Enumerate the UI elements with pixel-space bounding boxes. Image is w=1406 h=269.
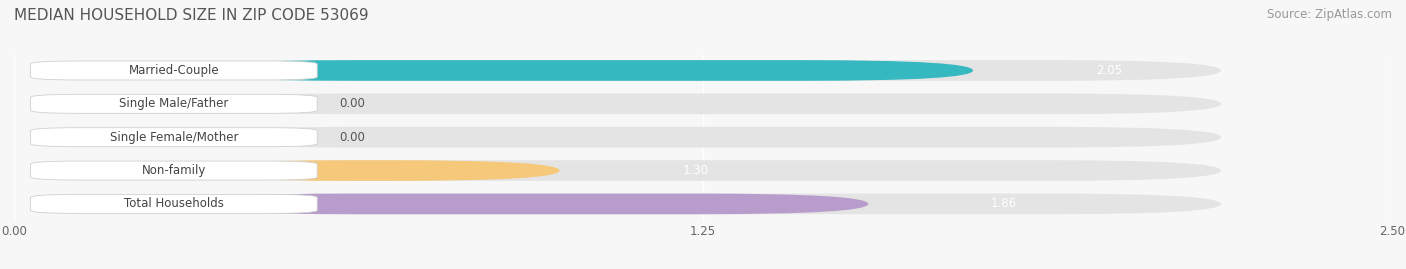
Text: Single Male/Father: Single Male/Father	[120, 97, 229, 110]
FancyBboxPatch shape	[186, 160, 560, 181]
Text: 1.86: 1.86	[991, 197, 1017, 210]
Text: 2.05: 2.05	[1095, 64, 1122, 77]
Text: 1.30: 1.30	[682, 164, 709, 177]
FancyBboxPatch shape	[186, 194, 1220, 214]
FancyBboxPatch shape	[186, 94, 1220, 114]
Text: MEDIAN HOUSEHOLD SIZE IN ZIP CODE 53069: MEDIAN HOUSEHOLD SIZE IN ZIP CODE 53069	[14, 8, 368, 23]
FancyBboxPatch shape	[186, 194, 869, 214]
FancyBboxPatch shape	[31, 94, 318, 113]
FancyBboxPatch shape	[31, 194, 318, 213]
FancyBboxPatch shape	[186, 127, 1220, 147]
Text: 0.00: 0.00	[339, 97, 366, 110]
FancyBboxPatch shape	[31, 161, 318, 180]
Text: 0.00: 0.00	[339, 131, 366, 144]
FancyBboxPatch shape	[31, 128, 318, 147]
Text: Non-family: Non-family	[142, 164, 207, 177]
Text: Total Households: Total Households	[124, 197, 224, 210]
FancyBboxPatch shape	[186, 60, 1220, 81]
Text: Single Female/Mother: Single Female/Mother	[110, 131, 238, 144]
FancyBboxPatch shape	[186, 160, 1220, 181]
Text: Source: ZipAtlas.com: Source: ZipAtlas.com	[1267, 8, 1392, 21]
FancyBboxPatch shape	[186, 60, 973, 81]
FancyBboxPatch shape	[31, 61, 318, 80]
Text: Married-Couple: Married-Couple	[128, 64, 219, 77]
